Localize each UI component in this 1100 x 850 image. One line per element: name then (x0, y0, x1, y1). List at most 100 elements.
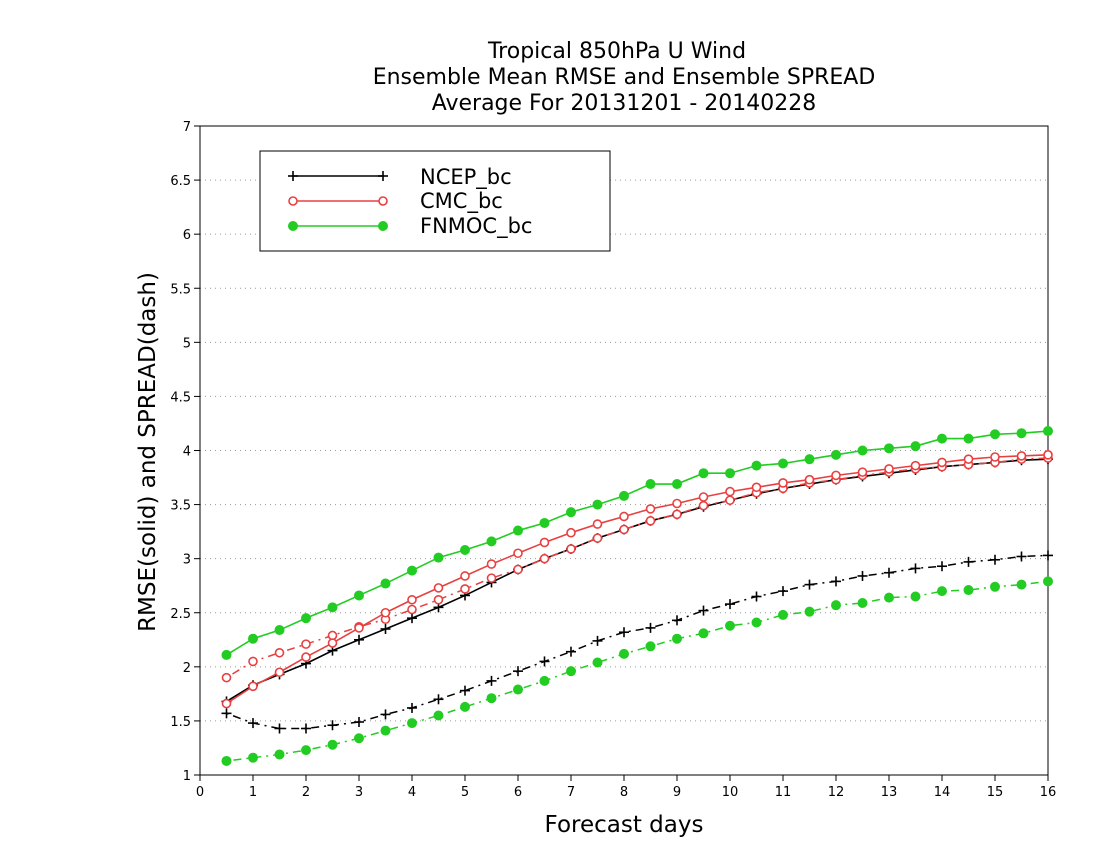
chart-title-line-1: Tropical 850hPa U Wind (487, 39, 746, 64)
rmse-point-cmc-bc (672, 498, 682, 509)
rmse-point-fnmoc-bc (248, 633, 258, 644)
rmse-point-cmc-bc (513, 548, 523, 559)
y-tick-label: 1.5 (170, 715, 191, 730)
spread-point-fnmoc-bc (433, 710, 444, 721)
rmse-point-fnmoc-bc (619, 490, 629, 501)
spread-point-fnmoc-bc (778, 609, 788, 620)
spread-point-fnmoc-bc (407, 718, 417, 729)
rmse-point-fnmoc-bc (725, 468, 735, 479)
spread-point-fnmoc-bc (539, 675, 550, 686)
x-tick-label: 14 (934, 785, 951, 800)
spread-point-cmc-bc (407, 604, 417, 615)
rmse-point-cmc-bc (327, 638, 338, 648)
spread-point-ncep-bc (645, 622, 656, 633)
spread-point-ncep-bc (619, 627, 629, 638)
rmse-point-fnmoc-bc (1016, 428, 1027, 439)
y-tick-label: 2 (183, 661, 191, 676)
spread-point-fnmoc-bc (301, 745, 311, 756)
spread-point-cmc-bc (566, 544, 576, 554)
x-tick-label: 10 (722, 785, 739, 800)
rmse-point-cmc-bc (645, 504, 656, 514)
rmse-point-fnmoc-bc (937, 433, 947, 444)
y-tick-label: 1 (183, 769, 191, 784)
y-tick-label: 3.5 (170, 499, 191, 514)
rmse-point-cmc-bc (990, 452, 1000, 462)
spread-point-fnmoc-bc (619, 648, 629, 659)
rmse-line-ncep-bc (226, 458, 1049, 703)
rmse-point-cmc-bc (592, 519, 603, 529)
rmse-point-cmc-bc (884, 464, 894, 474)
x-tick-label: 11 (775, 785, 792, 800)
rmse-point-cmc-bc (301, 652, 311, 662)
y-tick-label: 2.5 (170, 607, 191, 622)
rmse-point-fnmoc-bc (539, 517, 550, 528)
spread-point-fnmoc-bc (274, 749, 285, 760)
rmse-point-ncep-bc (354, 634, 364, 645)
rmse-point-cmc-bc (725, 486, 735, 497)
spread-point-ncep-bc (380, 709, 391, 720)
rmse-point-fnmoc-bc (804, 454, 815, 465)
x-tick-label: 6 (514, 785, 522, 800)
spread-point-ncep-bc (274, 723, 285, 734)
spread-point-fnmoc-bc (857, 598, 868, 609)
spread-point-ncep-bc (884, 567, 894, 578)
spread-point-cmc-bc (592, 533, 603, 543)
series-ncep-bc (221, 454, 1053, 734)
rmse-point-fnmoc-bc (910, 441, 921, 452)
spread-point-cmc-bc (513, 564, 523, 575)
rmse-point-cmc-bc (910, 460, 921, 471)
tick-marks: 11.522.533.544.555.566.570 1 2 3 4 5 6 7 8 9 10 11 1… (170, 120, 1056, 800)
spread-point-ncep-bc (937, 561, 947, 572)
series-cmc-bc (221, 450, 1053, 709)
rmse-point-cmc-bc (698, 492, 709, 502)
spread-point-ncep-bc (539, 656, 550, 667)
y-tick-label: 5.5 (170, 282, 191, 297)
rmse-point-fnmoc-bc (433, 552, 444, 563)
y-tick-label: 4.5 (170, 390, 191, 405)
rmse-point-cmc-bc (751, 482, 762, 493)
spread-point-ncep-bc (354, 716, 364, 727)
spread-point-fnmoc-bc (751, 617, 762, 628)
series-group (221, 426, 1053, 766)
rmse-point-fnmoc-bc (672, 479, 682, 490)
chart-title-line-3: Average For 20131201 - 20140228 (432, 91, 817, 116)
spread-point-fnmoc-bc (221, 755, 232, 766)
spread-point-ncep-bc (566, 646, 576, 657)
spread-point-cmc-bc (486, 573, 497, 583)
rmse-point-fnmoc-bc (645, 479, 656, 490)
rmse-point-cmc-bc (963, 454, 974, 464)
rmse-point-cmc-bc (486, 559, 497, 569)
spread-point-fnmoc-bc (645, 641, 656, 652)
x-tick-label: 5 (461, 785, 469, 800)
spread-point-ncep-bc (831, 576, 841, 587)
rmse-point-cmc-bc (221, 698, 232, 709)
spread-point-fnmoc-bc (486, 693, 497, 704)
x-tick-label: 7 (567, 785, 575, 800)
rmse-point-cmc-bc (354, 623, 364, 633)
rmse-point-fnmoc-bc (963, 433, 974, 444)
spread-point-cmc-bc (248, 656, 258, 667)
spread-point-ncep-bc (857, 570, 868, 581)
spread-point-fnmoc-bc (804, 606, 815, 617)
spread-point-ncep-bc (672, 615, 682, 626)
spread-point-ncep-bc (1016, 551, 1027, 562)
spread-point-ncep-bc (910, 563, 921, 574)
spread-point-cmc-bc (645, 516, 656, 526)
x-axis-label: Forecast days (545, 812, 704, 838)
x-tick-label: 15 (987, 785, 1004, 800)
rmse-point-cmc-bc (274, 667, 285, 678)
rmse-point-fnmoc-bc (274, 625, 285, 636)
spread-point-fnmoc-bc (937, 586, 947, 597)
rmse-point-cmc-bc (539, 537, 550, 548)
rmse-point-fnmoc-bc (513, 525, 523, 536)
x-tick-label: 0 (196, 785, 204, 800)
spread-point-ncep-bc (221, 708, 232, 719)
spread-point-fnmoc-bc (725, 620, 735, 631)
spread-point-fnmoc-bc (698, 628, 709, 639)
spread-point-fnmoc-bc (884, 592, 894, 603)
spread-point-ncep-bc (698, 605, 709, 616)
x-tick-label: 13 (881, 785, 898, 800)
spread-point-ncep-bc (433, 694, 444, 705)
rmse-point-fnmoc-bc (380, 578, 391, 589)
rmse-point-cmc-bc (1043, 450, 1053, 460)
